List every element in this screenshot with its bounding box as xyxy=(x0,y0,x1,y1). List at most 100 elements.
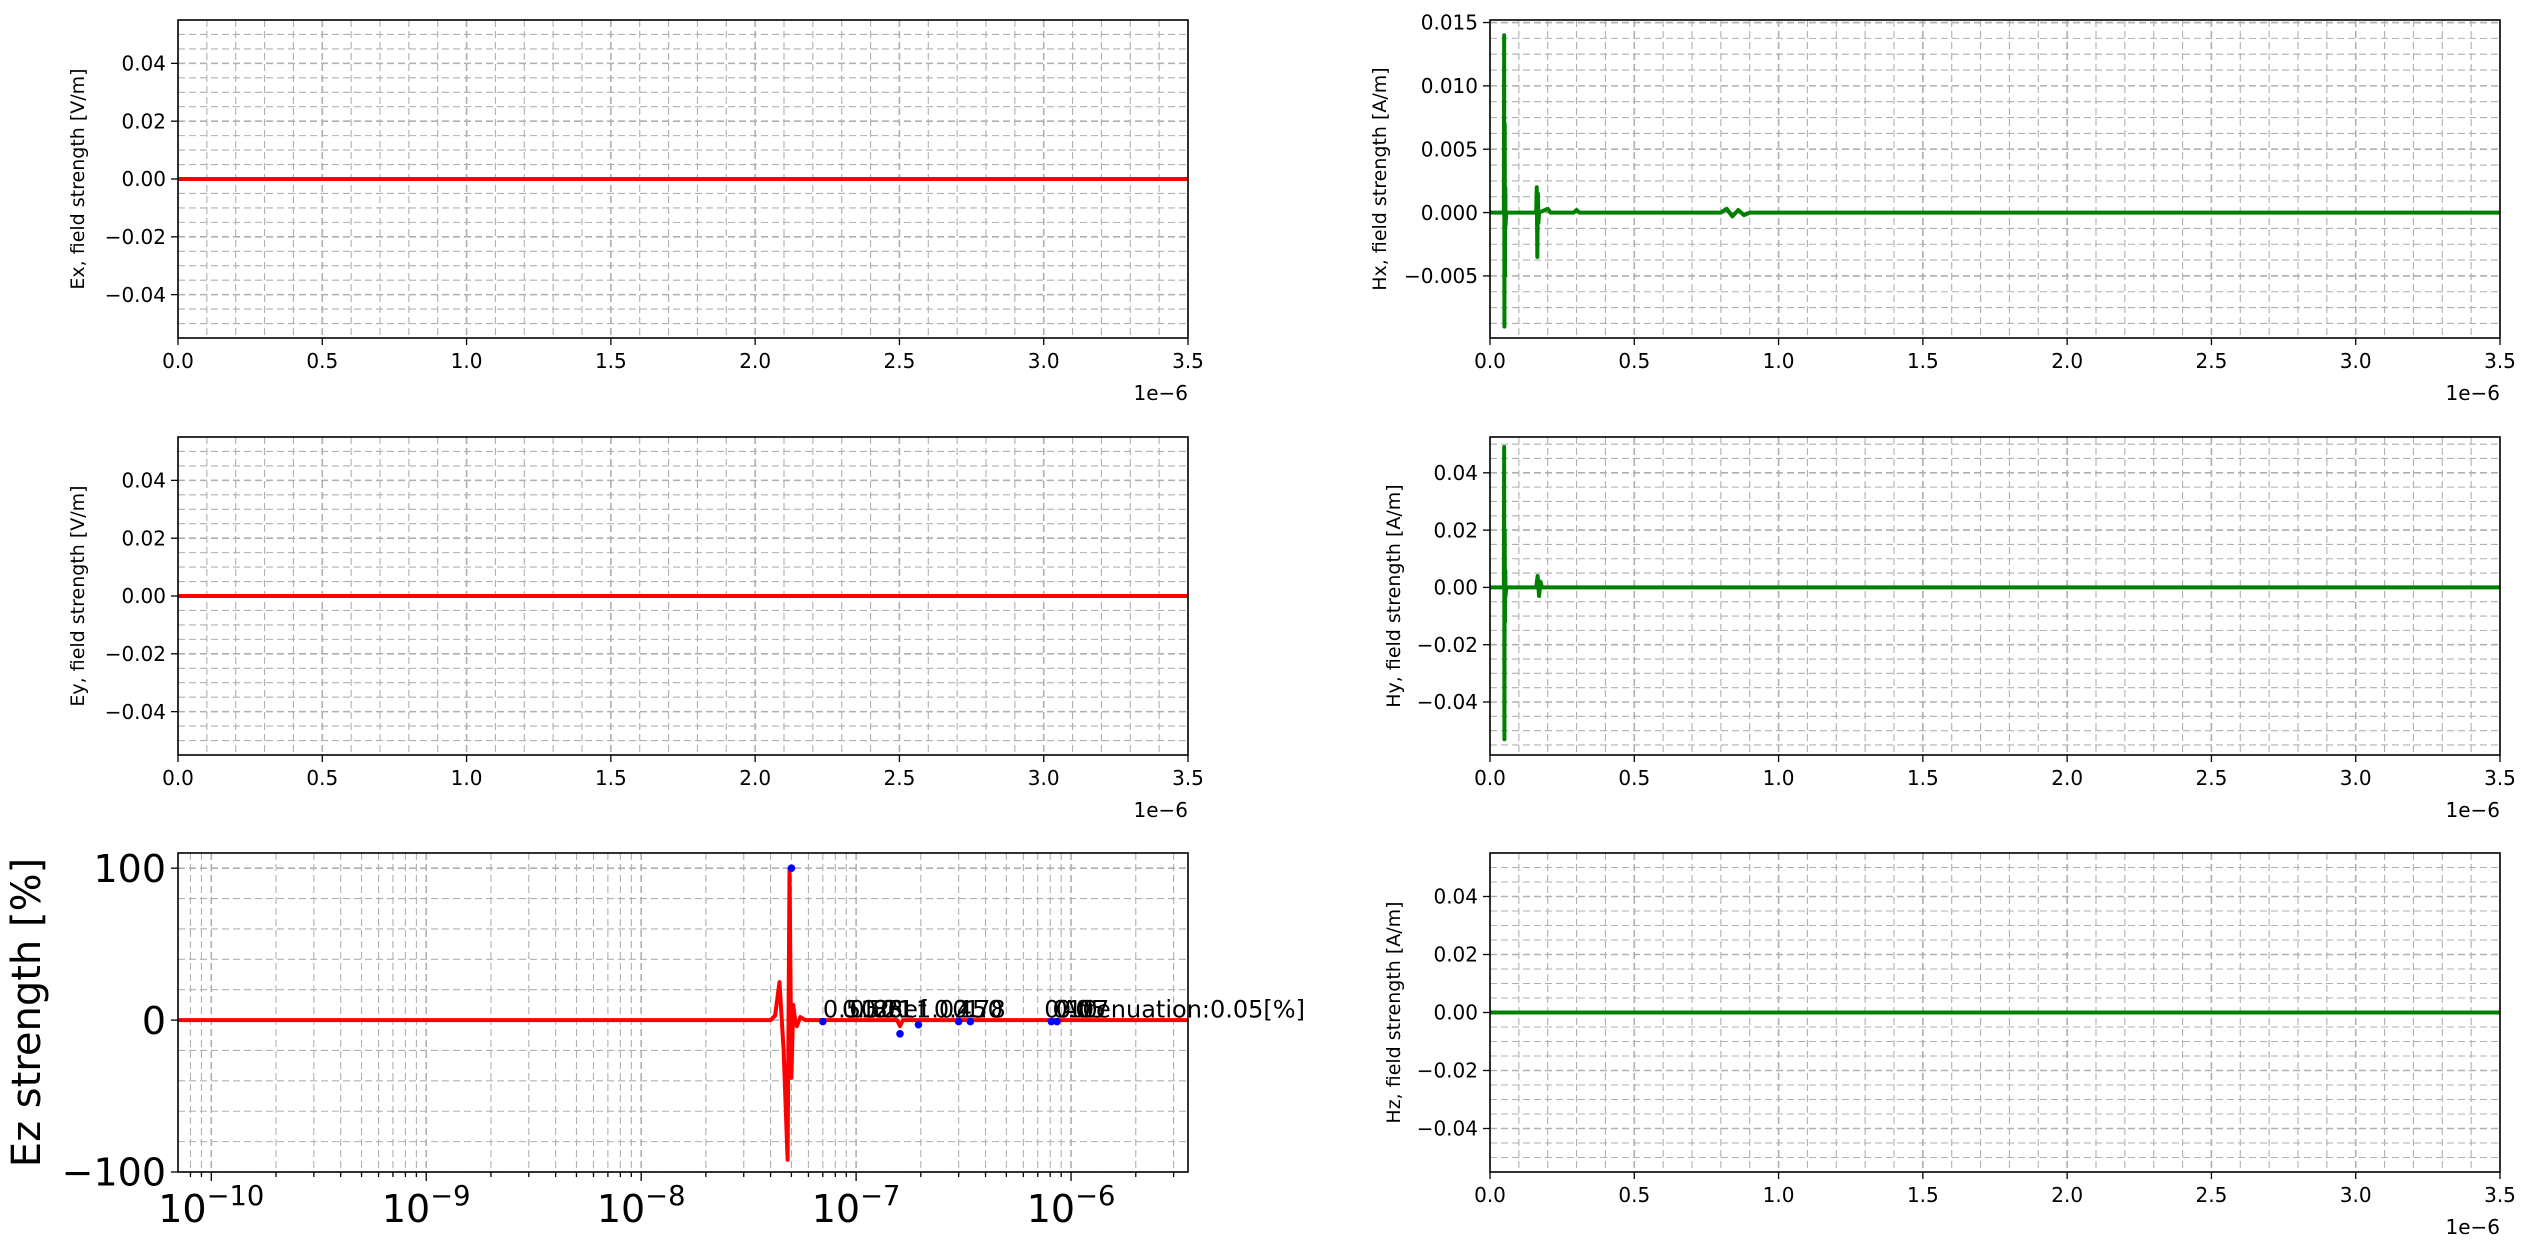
grid xyxy=(178,853,1188,1172)
y-axis-label: Ey, field strength [V/m] xyxy=(67,485,89,706)
y-tick-label: 0.00 xyxy=(121,167,166,191)
y-tick-label: 0.02 xyxy=(1433,518,1478,542)
axes-frame xyxy=(177,852,1189,1173)
subplot-6: 0.0 0.5 1.0 1.5 2.0 2.5 3.0 3.5 1e−6 −0.04 −0.02 0.… xyxy=(1383,852,2516,1239)
x-tick-label: 2.5 xyxy=(884,349,916,373)
y-axis-label: Ex, field strength [V/m] xyxy=(67,68,89,289)
y-tick-label: −100 xyxy=(62,1151,166,1195)
x-tick-label: 1.0 xyxy=(451,349,483,373)
annotation-label: 1.0 xyxy=(965,995,1003,1023)
y-tick-label: 0.04 xyxy=(1433,461,1478,485)
x-tick-label: 1.5 xyxy=(595,766,627,790)
data-marker xyxy=(1053,1017,1061,1026)
subplot-3: 0.0 0.5 1.0 1.5 2.0 2.5 3.0 3.5 1e−6 −0.04 −0.02 0.… xyxy=(67,436,1204,822)
x-tick-label: 2.5 xyxy=(884,766,916,790)
x-tick-label: 3.0 xyxy=(1028,349,1060,373)
annotation-label: 0.86 xyxy=(849,995,902,1023)
data-marker xyxy=(896,1029,904,1038)
y-tick-label: 0.00 xyxy=(1433,576,1478,600)
x-offset-text: 1e−6 xyxy=(1133,798,1188,822)
y-tick-label: −0.02 xyxy=(1417,1059,1478,1083)
axes-frame xyxy=(1489,19,2501,339)
annotation-label: 0.50 xyxy=(842,995,895,1023)
y-tick-label: 0.00 xyxy=(121,584,166,608)
y-tick-label: 0.04 xyxy=(1433,885,1478,909)
x-tick-label: 0.0 xyxy=(162,766,194,790)
annotation-label: 0.45 xyxy=(934,995,987,1023)
data-marker xyxy=(819,1017,827,1026)
x-tick-label: 1.5 xyxy=(1907,766,1939,790)
subplot-4: 0.0 0.5 1.0 1.5 2.0 2.5 3.0 3.5 1e−6 −0.04 −0.02 0.… xyxy=(1383,436,2516,822)
x-tick-label: 0.5 xyxy=(1618,349,1650,373)
x-tick-label: 3.5 xyxy=(2484,766,2516,790)
x-tick-label: 1.0 xyxy=(1763,349,1795,373)
y-axis-label: Hz, field strength [A/m] xyxy=(1383,901,1405,1123)
x-tick-label: 0.0 xyxy=(1474,766,1506,790)
annotation-label: Ref xyxy=(888,995,927,1023)
x-tick-label: 1.0 xyxy=(1763,766,1795,790)
plot-area xyxy=(178,864,1188,1162)
grid xyxy=(1490,437,2500,755)
x-tick-label: 2.5 xyxy=(2196,766,2228,790)
x-tick-label: 3.5 xyxy=(1172,349,1204,373)
x-tick-label: 0.5 xyxy=(306,349,338,373)
y-tick-label: −0.04 xyxy=(1417,690,1478,714)
plot-area xyxy=(1490,445,2500,742)
y-tick-label: 100 xyxy=(93,847,166,891)
y-tick-label: −0.02 xyxy=(105,642,166,666)
annotation-label: 1.02 xyxy=(916,995,969,1023)
series-line-1 xyxy=(178,866,1188,1162)
y-tick-label: −0.04 xyxy=(1417,1117,1478,1141)
y-tick-label: −0.02 xyxy=(1417,633,1478,657)
x-tick-label: 2.0 xyxy=(739,766,771,790)
subplot-2: 0.0 0.5 1.0 1.5 2.0 2.5 3.0 3.5 1e−6 −0.005 0.000 0… xyxy=(1369,11,2516,405)
x-tick-label: 0.5 xyxy=(1618,766,1650,790)
data-marker xyxy=(966,1017,975,1026)
y-tick-label: −0.02 xyxy=(105,225,166,249)
x-tick-label: 2.0 xyxy=(739,349,771,373)
x-tick-label: 2.0 xyxy=(2051,349,2083,373)
x-tick-label: 0.5 xyxy=(306,766,338,790)
x-tick-label: 0.0 xyxy=(162,349,194,373)
x-tick-label: 10−6 xyxy=(1027,1181,1116,1231)
x-tick-label: 2.0 xyxy=(2051,766,2083,790)
y-tick-label: 0.00 xyxy=(1433,1001,1478,1025)
x-tick-label: 10−9 xyxy=(382,1181,471,1231)
x-tick-label: 0.0 xyxy=(1474,1183,1506,1207)
series-line-1 xyxy=(1490,33,2500,329)
y-tick-label: −0.04 xyxy=(105,283,166,307)
plot-area xyxy=(1490,33,2500,329)
y-tick-label: 0 xyxy=(142,999,166,1043)
data-marker xyxy=(914,1020,923,1029)
y-tick-label: 0.02 xyxy=(121,109,166,133)
x-tick-label: 0.0 xyxy=(1474,349,1506,373)
y-tick-label: 0.015 xyxy=(1421,11,1478,35)
x-tick-label: 2.0 xyxy=(2051,1183,2083,1207)
x-offset-text: 1e−6 xyxy=(2445,798,2500,822)
y-tick-label: 0.000 xyxy=(1421,201,1478,225)
grid xyxy=(1490,20,2500,338)
x-offset-text: 1e−6 xyxy=(2445,1215,2500,1239)
y-axis-label: Hx, field strength [A/m] xyxy=(1369,67,1391,290)
x-tick-label: 0.5 xyxy=(1618,1183,1650,1207)
data-marker xyxy=(787,864,796,872)
x-tick-label: 3.5 xyxy=(2484,349,2516,373)
x-tick-label: 3.5 xyxy=(1172,766,1204,790)
y-tick-label: 0.02 xyxy=(121,526,166,550)
y-axis-label: Ez strength [%] xyxy=(4,858,50,1167)
x-tick-label: 3.0 xyxy=(2340,349,2372,373)
x-tick-label: 2.5 xyxy=(2196,349,2228,373)
annotation-label: 0.05 xyxy=(1053,995,1106,1023)
x-tick-label: 2.5 xyxy=(2196,1183,2228,1207)
y-tick-label: 0.005 xyxy=(1421,137,1478,161)
y-tick-label: 0.04 xyxy=(121,469,166,493)
x-tick-label: 1.5 xyxy=(595,349,627,373)
y-tick-label: −0.005 xyxy=(1404,264,1478,288)
x-tick-label: 1.5 xyxy=(1907,1183,1939,1207)
annotation-label: 2.1 xyxy=(875,995,913,1023)
y-tick-label: −0.04 xyxy=(105,700,166,724)
x-tick-label: 3.0 xyxy=(2340,766,2372,790)
y-tick-label: 0.04 xyxy=(121,52,166,76)
axes-frame xyxy=(1489,436,2501,756)
data-marker xyxy=(954,1017,963,1026)
